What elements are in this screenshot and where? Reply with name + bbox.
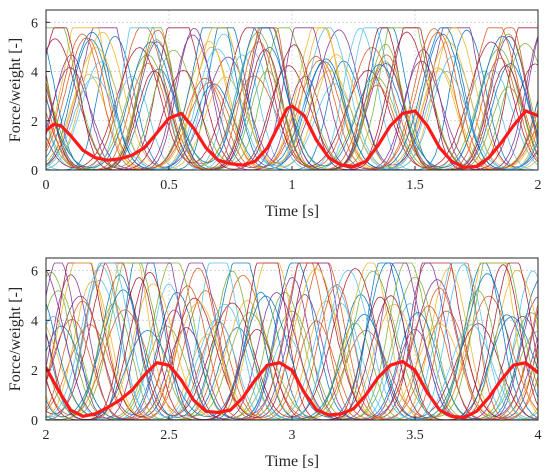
top-mean-line-group: [46, 104, 538, 170]
top-trial-line: [46, 27, 538, 170]
bottom-x-tick-label: 2: [43, 428, 50, 443]
bottom-trial-line: [46, 262, 538, 418]
bottom-x-tick-label: 2.5: [160, 428, 178, 443]
bottom-trial-line: [46, 262, 538, 418]
top-trial-lines: [46, 27, 538, 170]
top-trial-line: [46, 27, 538, 168]
bottom-trial-line: [46, 262, 538, 420]
top-trial-line: [46, 28, 538, 170]
top-y-axis-label: Force/weight [-]: [7, 38, 24, 142]
top-y-tick-label: 2: [31, 115, 38, 130]
top-trial-line: [46, 27, 538, 170]
bottom-y-tick-label: 4: [31, 314, 38, 329]
bottom-trial-line: [46, 262, 538, 419]
top-y-tick-label: 0: [31, 164, 38, 179]
bottom-mean-line: [46, 359, 538, 420]
bottom-trial-line: [46, 262, 538, 420]
top-trial-line: [46, 27, 538, 168]
top-x-tick-label: 1.5: [406, 178, 424, 193]
top-trial-line: [46, 27, 538, 170]
top-y-tick-label: 4: [31, 66, 38, 81]
top-x-tick-label: 1: [289, 178, 296, 193]
top-x-axis-label: Time [s]: [265, 203, 319, 220]
bottom-trial-line: [46, 262, 538, 420]
bottom-y-tick-label: 0: [31, 414, 38, 429]
top-ticks: 0 0.5 1 1.5 2 0 2 4 6: [31, 16, 542, 193]
bottom-y-tick-label: 2: [31, 364, 38, 379]
bottom-trial-lines: [46, 262, 538, 420]
top-x-tick-label: 0: [43, 178, 50, 193]
top-mean-line: [46, 104, 538, 170]
bottom-trial-line: [46, 262, 538, 420]
top-x-tick-label: 0.5: [160, 178, 178, 193]
bottom-mean-line-group: [46, 359, 538, 420]
bottom-x-tick-label: 3.5: [406, 428, 424, 443]
top-trial-line: [46, 27, 538, 170]
top-chart: 0 0.5 1 1.5 2 0 2 4 6 Time [s] Force/weight [-]: [7, 9, 542, 220]
top-trial-line: [46, 27, 538, 169]
bottom-trial-line: [46, 267, 538, 420]
bottom-x-axis-label: Time [s]: [265, 453, 319, 470]
top-y-tick-label: 6: [31, 16, 38, 31]
top-x-tick-label: 2: [535, 178, 542, 193]
bottom-trial-line: [46, 262, 538, 418]
bottom-y-axis-label: Force/weight [-]: [7, 287, 24, 391]
bottom-y-tick-label: 6: [31, 264, 38, 279]
bottom-x-tick-label: 4: [535, 428, 542, 443]
top-trial-line: [46, 27, 538, 168]
bottom-x-tick-label: 3: [289, 428, 296, 443]
top-trial-line: [46, 27, 538, 170]
